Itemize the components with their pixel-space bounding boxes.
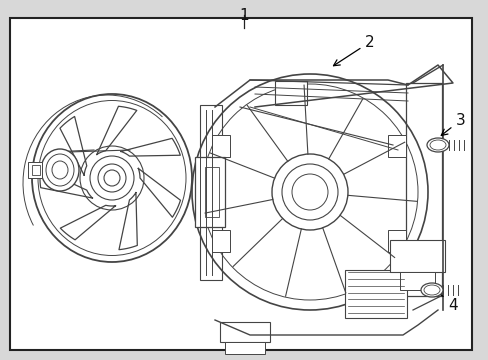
FancyBboxPatch shape [212,230,229,252]
FancyBboxPatch shape [28,162,42,178]
Ellipse shape [52,161,68,179]
Polygon shape [60,117,86,175]
FancyBboxPatch shape [405,83,441,296]
FancyBboxPatch shape [32,165,40,175]
FancyBboxPatch shape [274,81,306,105]
FancyBboxPatch shape [204,167,219,217]
FancyBboxPatch shape [195,157,224,227]
Ellipse shape [420,283,442,297]
Text: 3: 3 [440,113,465,135]
Ellipse shape [41,149,79,191]
FancyBboxPatch shape [399,272,434,290]
FancyBboxPatch shape [212,135,229,157]
Polygon shape [40,169,92,198]
Text: 2: 2 [333,35,374,66]
FancyBboxPatch shape [389,240,444,272]
FancyBboxPatch shape [387,135,405,157]
Circle shape [291,174,327,210]
Text: 1: 1 [239,8,248,23]
Circle shape [271,154,347,230]
Circle shape [282,164,337,220]
Polygon shape [97,106,137,154]
Text: 4: 4 [432,288,457,312]
Circle shape [104,170,120,186]
FancyBboxPatch shape [345,270,406,318]
FancyBboxPatch shape [200,105,222,280]
Polygon shape [138,168,180,217]
Ellipse shape [426,138,448,152]
FancyBboxPatch shape [10,18,471,350]
Polygon shape [119,193,137,249]
Polygon shape [121,138,180,156]
Polygon shape [60,205,115,240]
Ellipse shape [46,154,74,186]
FancyBboxPatch shape [224,342,264,354]
FancyBboxPatch shape [387,230,405,252]
FancyBboxPatch shape [220,322,269,342]
